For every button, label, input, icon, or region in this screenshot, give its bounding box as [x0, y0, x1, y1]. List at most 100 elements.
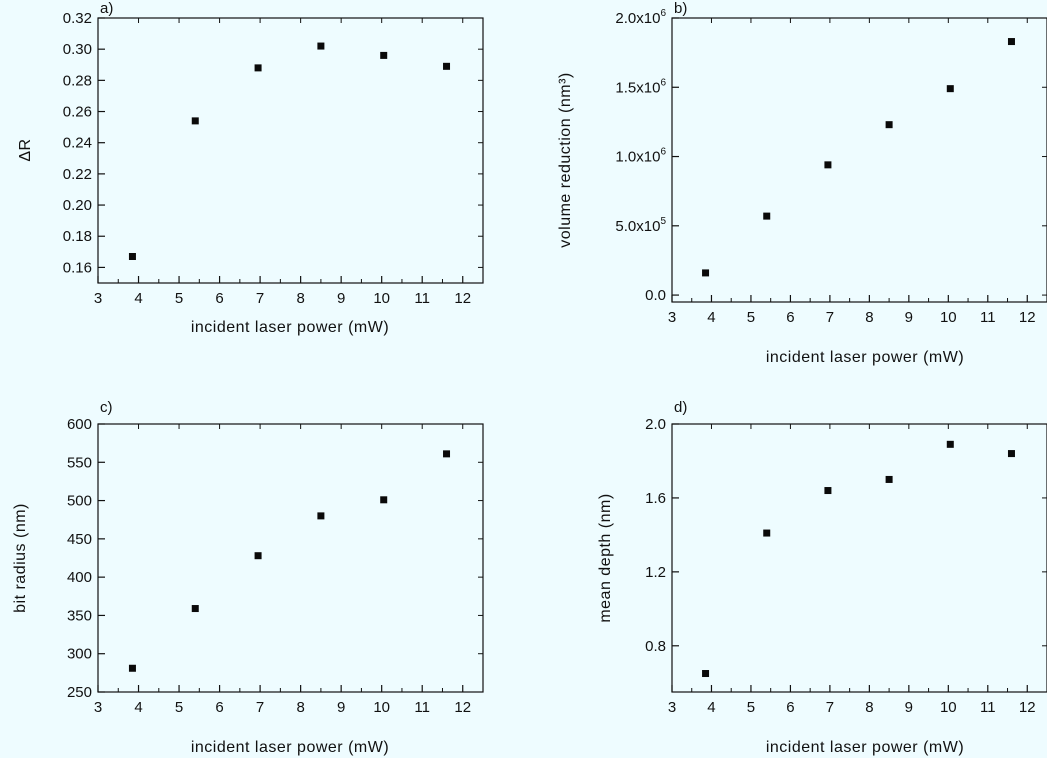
panel-2-xtick-label: 7 — [826, 309, 834, 326]
panel-4-point — [1007, 450, 1015, 458]
panel-4-ytick-label: 0.8 — [645, 638, 666, 655]
panel-4-point — [946, 440, 954, 448]
panel-3-ytick-label: 500 — [67, 493, 92, 510]
panel-1-xtick-label: 10 — [373, 290, 390, 307]
panel-3-xtick-label: 12 — [454, 699, 471, 716]
panel-2-ytick-label: 0.0 — [645, 287, 666, 304]
panel-1-frame — [97, 17, 484, 284]
panel-4-point — [824, 487, 832, 495]
panel-3-xlabel: incident laser power (mW) — [191, 739, 389, 756]
panel-3-frame — [97, 423, 484, 693]
panel-4-ytick-label: 1.6 — [645, 490, 666, 507]
panel-3-xtick-label: 8 — [296, 699, 304, 716]
panel-1-ytick-label: 0.30 — [63, 41, 92, 58]
panel-4-ytick-label: 1.2 — [645, 564, 666, 581]
panel-2-point — [702, 269, 710, 277]
panel-2-point — [763, 212, 771, 220]
panel-2-xlabel: incident laser power (mW) — [766, 349, 964, 366]
panel-4-xtick-label: 12 — [1019, 699, 1036, 716]
panel-2-xtick-label: 6 — [786, 309, 794, 326]
panel-4-xtick-label: 8 — [865, 699, 873, 716]
panel-2-frame — [671, 17, 1047, 303]
panel-3-xtick-label: 4 — [134, 699, 142, 716]
panel-2-xtick-label: 8 — [865, 309, 873, 326]
panel-1-point — [254, 64, 262, 72]
panel-4-point — [763, 529, 771, 537]
panel-2-point — [946, 85, 954, 93]
panel-3-xtick-label: 3 — [94, 699, 102, 716]
panel-2-xtick-label: 12 — [1019, 309, 1036, 326]
panel-4-frame — [671, 423, 1047, 693]
panel-2-xtick-label: 5 — [747, 309, 755, 326]
panel-2-point — [824, 161, 832, 169]
panel-3-xtick-label: 9 — [337, 699, 345, 716]
panel-1-xtick-label: 7 — [256, 290, 264, 307]
panel-3-ytick-label: 600 — [67, 416, 92, 433]
panel-1-xtick-label: 11 — [414, 290, 430, 307]
panel-1-ytick-label: 0.26 — [63, 104, 92, 121]
panel-3-point — [191, 605, 199, 613]
panel-2-ytick-label: 5.0x105 — [615, 216, 666, 235]
panel-4-xtick-label: 7 — [826, 699, 834, 716]
panel-1-ytick-label: 0.16 — [63, 259, 92, 276]
panel-1-ytick-label: 0.22 — [63, 166, 92, 183]
panel-3-ytick-label: 400 — [67, 569, 92, 586]
panel-1-xlabel: incident laser power (mW) — [191, 319, 389, 336]
panel-2-ytick-label: 1.5x106 — [615, 77, 666, 96]
panel-3-point — [443, 450, 451, 458]
panel-2-ytick-label: 1.0x106 — [615, 147, 666, 166]
panel-3-ytick-label: 300 — [67, 646, 92, 663]
panel-4-xtick-label: 9 — [905, 699, 913, 716]
panel-4-point — [702, 670, 710, 678]
panel-3-point — [380, 496, 388, 504]
panel-3-ytick-label: 550 — [67, 454, 92, 471]
panel-1-point — [191, 117, 199, 125]
panel-4-xtick-label: 11 — [980, 699, 996, 716]
panel-4-xtick-label: 5 — [747, 699, 755, 716]
panel-1-point — [380, 51, 388, 59]
panel-4-xlabel: incident laser power (mW) — [766, 739, 964, 756]
panel-2-ytick-label: 2.0x106 — [615, 8, 666, 27]
panel-2-point — [1007, 38, 1015, 46]
panel-2-point — [885, 121, 893, 129]
panel-3-ytick-label: 250 — [67, 684, 92, 701]
panel-1-xtick-label: 3 — [94, 290, 102, 307]
panel-4-point — [885, 475, 893, 483]
panel-1-ytick-label: 0.32 — [63, 10, 92, 27]
panel-1-ytick-label: 0.24 — [63, 135, 92, 152]
panel-2-xtick-label: 4 — [707, 309, 715, 326]
panel-4-ytick-label: 2.0 — [645, 416, 666, 433]
panel-1-label: a) — [100, 0, 113, 17]
panel-3-ytick-label: 450 — [67, 531, 92, 548]
panel-3-point — [254, 552, 262, 560]
panel-3-point — [317, 512, 325, 520]
panel-4-ylabel: mean depth (nm) — [597, 493, 614, 622]
panel-4-xtick-label: 4 — [707, 699, 715, 716]
panel-3-ytick-label: 350 — [67, 607, 92, 624]
panel-1-xtick-label: 5 — [175, 290, 183, 307]
panel-2-ylabel: volume reduction (nm³) — [557, 72, 574, 248]
panel-2-xtick-label: 3 — [668, 309, 676, 326]
panel-3-xtick-label: 6 — [215, 699, 223, 716]
panel-4-xtick-label: 6 — [786, 699, 794, 716]
panel-1-xtick-label: 4 — [134, 290, 142, 307]
panel-1: 3 4 5 6 7 8 9 10 11 12 0.16 0.18 0.20 0.22 0.24 0.26 0.2… — [17, 0, 484, 336]
panel-1-point — [443, 62, 451, 70]
panel-3-xtick-label: 10 — [373, 699, 390, 716]
panel-3: 3 4 5 6 7 8 9 10 11 12 250 300 350 400 450 500 550 600 inc… — [12, 399, 484, 756]
panel-3-xtick-label: 7 — [256, 699, 264, 716]
panel-1-point — [128, 253, 136, 260]
panel-3-ylabel: bit radius (nm) — [12, 503, 29, 613]
panel-1-xtick-label: 12 — [454, 290, 471, 307]
panel-1-ytick-label: 0.28 — [63, 72, 92, 89]
panel-1-ytick-label: 0.18 — [63, 228, 92, 245]
panel-3-xtick-label: 11 — [414, 699, 430, 716]
panel-2-xtick-label: 10 — [940, 309, 957, 326]
panel-4-label: d) — [674, 399, 687, 416]
panel-2-label: b) — [674, 0, 687, 17]
panel-3-point — [128, 664, 136, 672]
panel-4-xtick-label: 10 — [940, 699, 957, 716]
panel-1-point — [317, 42, 325, 50]
panel-1-xtick-label: 8 — [296, 290, 304, 307]
